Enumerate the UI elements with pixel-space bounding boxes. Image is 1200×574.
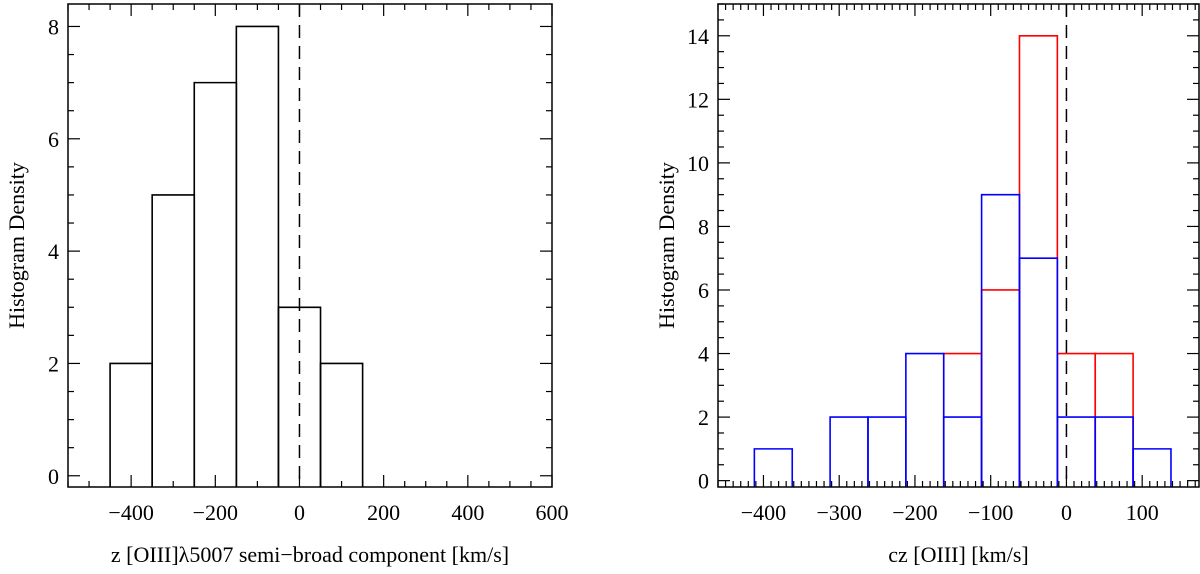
left-y-tick-label: 8	[48, 14, 59, 39]
right-histogram-bar	[942, 416, 983, 487]
right-x-tick-label: 0	[1061, 500, 1072, 525]
right-y-tick-label: 10	[687, 151, 709, 176]
left-histogram-bars	[109, 25, 364, 487]
right-y-tick-label: 12	[687, 87, 709, 112]
left-y-ticks: 0 2 4 6 8	[48, 14, 552, 489]
right-histogram-bar	[1056, 352, 1097, 487]
right-histogram-panel: −400 −300 −200 −100 0 100 0 2 4 6 8 10 12 14 cz [OII…	[654, 3, 1200, 567]
left-histogram-bar	[151, 194, 196, 487]
right-histogram-bars	[753, 34, 1172, 487]
right-histogram-bar	[867, 416, 907, 487]
right-histogram-bar	[753, 448, 794, 487]
right-y-tick-label: 2	[698, 405, 709, 430]
right-x-axis-label: cz [OIII] [km/s]	[888, 542, 1029, 567]
right-histogram-bar	[980, 193, 1021, 487]
right-histogram-bar	[905, 352, 945, 487]
right-x-ticks: −400 −300 −200 −100 0 100	[717, 4, 1196, 525]
right-x-tick-label: 100	[1126, 500, 1159, 525]
left-histogram-panel: −400 −200 0 200 400 600 0 2 4 6 8 z [OIII]λ5007 s…	[4, 3, 569, 567]
left-histogram-bar	[235, 25, 280, 487]
left-x-ticks: −400 −200 0 200 400 600	[67, 4, 569, 525]
left-y-tick-label: 6	[48, 127, 59, 152]
left-y-tick-label: 2	[48, 351, 59, 376]
right-histogram-bar	[1132, 448, 1172, 487]
right-histogram-bar	[1094, 352, 1134, 487]
right-histogram-bar	[1018, 34, 1059, 487]
right-y-ticks: 0 2 4 6 8 10 12 14	[687, 3, 1199, 494]
left-plot-frame	[67, 3, 553, 488]
left-y-tick-label: 4	[48, 239, 59, 264]
left-x-tick-label: 200	[367, 500, 400, 525]
left-x-tick-label: 0	[294, 500, 305, 525]
left-x-tick-label: 600	[536, 500, 569, 525]
right-histogram-bar	[1018, 257, 1059, 487]
right-y-axis-label: Histogram Density	[654, 162, 679, 329]
right-plot-frame	[717, 3, 1200, 488]
left-x-tick-label: −400	[108, 500, 153, 525]
right-y-tick-label: 0	[698, 469, 709, 494]
right-y-tick-label: 8	[698, 214, 709, 239]
right-x-tick-label: −300	[816, 500, 861, 525]
right-y-tick-label: 14	[687, 24, 709, 49]
right-histogram-bar	[1094, 416, 1134, 487]
left-x-axis-label: z [OIII]λ5007 semi−broad component [km/s…	[111, 542, 509, 567]
left-y-tick-label: 0	[48, 464, 59, 489]
right-x-tick-label: −100	[968, 500, 1013, 525]
left-histogram-bar	[277, 306, 322, 487]
left-histogram-bar	[109, 362, 153, 487]
left-y-axis-label: Histogram Density	[4, 162, 29, 329]
left-x-tick-label: 400	[451, 500, 484, 525]
right-histogram-bar	[942, 352, 983, 487]
left-histogram-bar	[319, 362, 364, 487]
right-y-tick-label: 4	[698, 342, 709, 367]
right-x-tick-label: −200	[892, 500, 937, 525]
left-x-tick-label: −200	[193, 500, 238, 525]
left-histogram-bar	[193, 81, 238, 487]
right-histogram-bar	[1056, 416, 1097, 487]
right-x-tick-label: −400	[741, 500, 786, 525]
right-y-tick-label: 6	[698, 278, 709, 303]
right-histogram-bar	[829, 416, 869, 487]
right-histogram-bar	[980, 289, 1021, 487]
